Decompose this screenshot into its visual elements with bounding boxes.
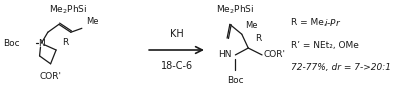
- Text: Me$_2$PhSi: Me$_2$PhSi: [49, 3, 87, 16]
- Text: 18-C-6: 18-C-6: [160, 61, 192, 71]
- Text: KH: KH: [169, 29, 183, 39]
- Text: 72-77%, dr = 7->20:1: 72-77%, dr = 7->20:1: [291, 63, 390, 72]
- Text: R: R: [62, 38, 68, 47]
- Text: R’ = NEt₂, OMe: R’ = NEt₂, OMe: [291, 41, 358, 50]
- Text: Boc: Boc: [3, 39, 19, 48]
- Text: N: N: [38, 39, 45, 48]
- Text: Me: Me: [86, 17, 99, 26]
- Text: COR': COR': [263, 50, 285, 59]
- Text: Boc: Boc: [226, 76, 243, 85]
- Text: COR': COR': [40, 72, 62, 81]
- Text: Me: Me: [245, 21, 257, 30]
- Text: Me$_2$PhSi: Me$_2$PhSi: [215, 3, 254, 16]
- Text: R = Me,: R = Me,: [291, 18, 329, 27]
- Text: R: R: [255, 34, 261, 43]
- Text: HN: HN: [217, 50, 231, 59]
- Text: $i$-Pr: $i$-Pr: [323, 17, 340, 28]
